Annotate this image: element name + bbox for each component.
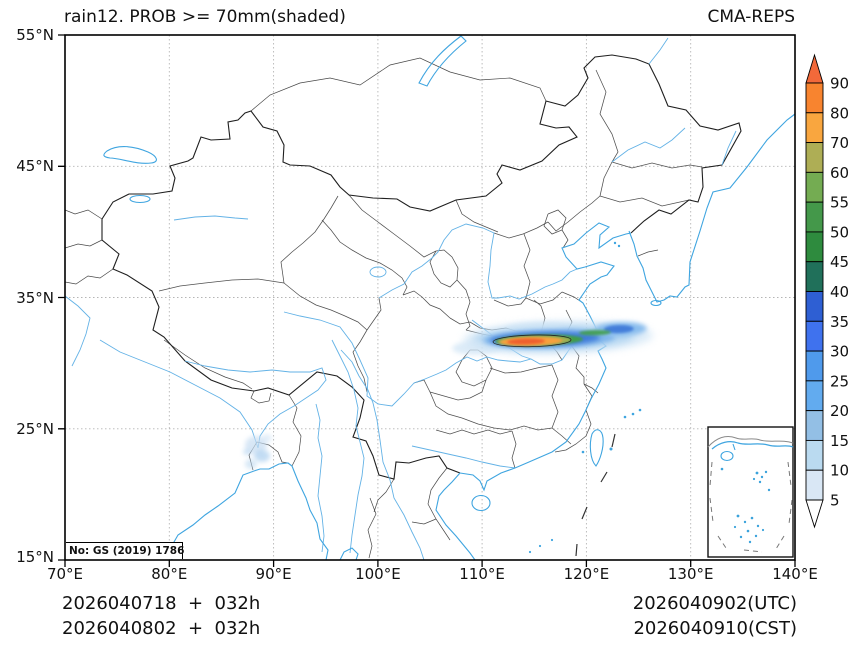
colorbar-tick-label: 25 bbox=[830, 372, 849, 390]
colorbar-tick-label: 60 bbox=[830, 164, 849, 182]
colorbar-segment bbox=[806, 172, 823, 202]
plot-title: rain12. PROB >= 70mm(shaded) bbox=[64, 7, 346, 27]
x-tick-label: 80°E bbox=[134, 565, 204, 583]
province-borders bbox=[159, 70, 702, 468]
gridlines bbox=[65, 35, 795, 560]
colorbar-under-arrow bbox=[806, 500, 823, 527]
colorbar-tick-label: 55 bbox=[830, 194, 849, 212]
foreign-borders bbox=[65, 58, 658, 558]
colorbar-tick-label: 70 bbox=[830, 134, 849, 152]
valid-time-cst: 2026040910(CST) bbox=[633, 617, 797, 641]
small-islands bbox=[529, 242, 641, 553]
coastlines bbox=[104, 36, 795, 560]
colorbar-segment bbox=[806, 321, 823, 351]
rivers bbox=[65, 38, 736, 560]
colorbar-segment bbox=[806, 381, 823, 411]
secondary-shading bbox=[243, 434, 272, 469]
y-tick-label: 35°N bbox=[2, 289, 54, 307]
colorbar-tick-label: 50 bbox=[830, 223, 849, 241]
y-tick-label: 55°N bbox=[2, 26, 54, 44]
colorbar-over-arrow bbox=[806, 55, 823, 83]
colorbar-tick-label: 90 bbox=[830, 75, 849, 93]
colorbar-segment bbox=[806, 411, 823, 441]
x-tick-label: 90°E bbox=[239, 565, 309, 583]
colorbar-segment bbox=[806, 262, 823, 292]
valid-time-utc: 2026040902(UTC) bbox=[633, 592, 797, 616]
colorbar-segment bbox=[806, 470, 823, 500]
init-time-cst: 2026040802 + 032h bbox=[62, 617, 260, 641]
model-name: CMA-REPS bbox=[707, 7, 795, 27]
y-tick-label: 25°N bbox=[2, 420, 54, 438]
colorbar: 90 80 70 60 55 50 45 40 35 30 25 20 15 10 5 bbox=[798, 50, 860, 550]
china-national-border bbox=[102, 55, 741, 479]
x-tick-label: 110°E bbox=[447, 565, 517, 583]
colorbar-segment bbox=[806, 113, 823, 143]
colorbar-tick-label: 5 bbox=[830, 492, 840, 510]
colorbar-tick-label: 45 bbox=[830, 253, 849, 271]
init-time-utc: 2026040718 + 032h bbox=[62, 592, 260, 616]
x-tick-label: 140°E bbox=[760, 565, 830, 583]
x-tick-label: 70°E bbox=[30, 565, 100, 583]
colorbar-segment bbox=[806, 202, 823, 232]
colorbar-segment bbox=[806, 83, 823, 113]
colorbar-tick-label: 15 bbox=[830, 432, 849, 450]
colorbar-segment bbox=[806, 292, 823, 322]
x-tick-label: 100°E bbox=[343, 565, 413, 583]
colorbar-tick-label: 10 bbox=[830, 462, 849, 480]
colorbar-segment bbox=[806, 351, 823, 381]
colorbar-tick-label: 35 bbox=[830, 313, 849, 331]
colorbar-tick-label: 20 bbox=[830, 402, 849, 420]
colorbar-tick-label: 40 bbox=[830, 283, 849, 301]
license-note: No: GS (2019) 1786 bbox=[66, 542, 183, 559]
colorbar-segment bbox=[806, 143, 823, 173]
colorbar-tick-label: 80 bbox=[830, 104, 849, 122]
probability-shading bbox=[452, 319, 654, 356]
south-china-sea-inset bbox=[708, 427, 793, 557]
y-tick-label: 45°N bbox=[2, 157, 54, 175]
colorbar-segment bbox=[806, 440, 823, 470]
x-tick-label: 120°E bbox=[551, 565, 621, 583]
x-tick-label: 130°E bbox=[656, 565, 726, 583]
forecast-figure: rain12. PROB >= 70mm(shaded) CMA-REPS 55… bbox=[0, 0, 860, 647]
colorbar-segment bbox=[806, 232, 823, 262]
y-tick-label: 15°N bbox=[2, 548, 54, 566]
colorbar-tick-label: 30 bbox=[830, 343, 849, 361]
